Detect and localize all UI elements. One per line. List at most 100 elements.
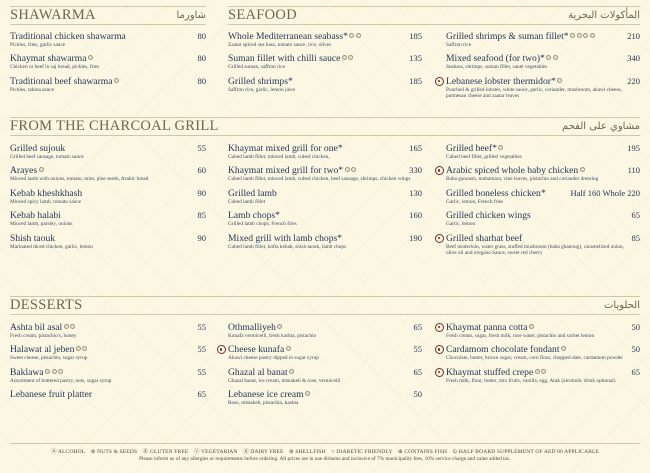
- nuts-seeds-icon: [75, 346, 81, 352]
- half-board-icon: [435, 367, 444, 377]
- menu-item: Halawat al jeben Sweet cheese, pistachio,…: [10, 344, 206, 361]
- item-price: 210: [627, 31, 640, 41]
- menu-item: Traditional chicken shawarma Pickles, fri…: [10, 31, 206, 48]
- grill-column-1: Grilled sujouk Grilled beef sausage, toma…: [10, 143, 206, 255]
- item-price: 65: [631, 210, 641, 221]
- menu-item: Mixed seafood (for two)* Seabass, shrimps…: [446, 53, 640, 70]
- shawarma-column: Traditional chicken shawarma Pickles, fri…: [10, 31, 206, 98]
- item-price: 185: [409, 75, 422, 86]
- item-name: Mixed seafood (for two)*: [446, 53, 545, 65]
- gluten-free-icon: [341, 55, 347, 61]
- item-name: Kebab halabi: [10, 210, 61, 222]
- menu-item: Grilled sharhat beef Beef tenderloin, wat…: [435, 232, 641, 257]
- item-price: 55: [197, 143, 207, 153]
- menu-item: Shish taouk Marinated diced chicken, garl…: [10, 233, 206, 250]
- menu-item: Grilled beef* Cubed beef fillet, grilled …: [446, 143, 640, 160]
- item-description: Chocolate, butter, brown sugar, cream, c…: [446, 355, 624, 362]
- contains-fish-icon: [589, 33, 595, 38]
- item-description: Minced spicy lamb, tomato sauce: [10, 198, 82, 205]
- gluten-free-icon: [576, 33, 582, 38]
- item-description: Pickles, fries, garlic sauce: [10, 42, 66, 48]
- section-title: SHAWARMA: [10, 7, 96, 24]
- item-price: 55: [197, 344, 207, 355]
- gluten-free-icon: [305, 391, 311, 397]
- menu-item: Grilled sujouk Grilled beef sausage, toma…: [10, 143, 206, 160]
- nuts-seeds-icon: [63, 324, 69, 329]
- item-name: Arabic spiced whole baby chicken: [446, 165, 579, 177]
- item-price: 55: [197, 366, 207, 377]
- gluten-free-icon: [70, 324, 76, 329]
- menu-item: Khaymat mixed grill for one* Cubed lamb f…: [228, 143, 422, 160]
- item-price: 220: [627, 75, 640, 86]
- item-description: Baba ganoush, muhamara, vine leaves, pis…: [446, 176, 599, 183]
- item-price: 110: [627, 165, 640, 176]
- item-price: 90: [197, 232, 207, 243]
- item-name: Shish taouk: [10, 232, 56, 244]
- item-price: 55: [197, 322, 207, 332]
- section-title-arabic: مشاوي على الفحم: [562, 121, 640, 132]
- menu-item: Kebab halabi Minced lamb, parsley, onions…: [10, 210, 206, 227]
- item-price: 85: [631, 232, 641, 243]
- nuts-seeds-icon: [498, 145, 504, 150]
- item-description: Cubed lamb fillet, kofta kebab, shish ta…: [228, 243, 347, 250]
- item-name: Mixed grill with lamb chops*: [228, 232, 343, 244]
- item-name: Othmalliyeh: [228, 322, 276, 333]
- gluten-free-icon: [51, 368, 57, 374]
- menu-item: Arayes Minced lamb with onions, tomato, m…: [10, 165, 206, 182]
- menu-item: Khaymat shawarma Chicken or beef in saj b…: [10, 53, 206, 70]
- menu-item: Grilled lamb Cubed lamb fillet 130: [228, 188, 422, 205]
- item-name: Kebab kheshkhash: [10, 187, 83, 199]
- section-header-desserts: DESSERTS الحلويات: [10, 296, 640, 315]
- half-board-icon: [435, 323, 444, 332]
- nuts-seeds-icon: [38, 167, 44, 173]
- item-name: Grilled chicken wings: [446, 210, 531, 222]
- item-description: Ghazal banat, ice cream, mistakeh & rose…: [228, 377, 341, 384]
- item-name: Ashta bil asal: [10, 322, 63, 333]
- nuts-seeds-icon: [529, 324, 535, 329]
- seafood-column-2: Grilled shrimps & suman fillet* Saffron r…: [435, 31, 640, 105]
- legend-half-board: ⊙ HALF BOARD SUPPLEMENT OF AED 80 APPLIC…: [452, 449, 600, 455]
- section-title: FROM THE CHARCOAL GRILL: [10, 118, 219, 135]
- item-price: 85: [197, 210, 207, 221]
- item-name: Traditional chicken shawarma: [10, 31, 126, 42]
- legend-gluten-free: ⓖ GLUTEN FREE: [142, 449, 189, 455]
- section-header-grill: FROM THE CHARCOAL GRILL مشاوي على الفحم: [10, 117, 640, 136]
- section-title-arabic: المأكولات البحرية: [568, 10, 640, 21]
- item-description: Grilled beef sausage, tomato sauce: [10, 154, 84, 160]
- item-name: Grilled shrimps*: [228, 75, 293, 87]
- item-description: Poached & grilled lobster, white sauce, …: [446, 86, 623, 100]
- dairy-free-icon: [583, 33, 589, 38]
- item-name: Grilled lamb: [228, 187, 277, 199]
- item-description: Cubed lamb fillet, minced lamb, cubed ch…: [228, 176, 411, 183]
- section-header-seafood: SEAFOOD المأكولات البحرية: [228, 6, 640, 25]
- legend-nuts-seeds: ⊛ NUTS & SEEDS: [90, 449, 138, 455]
- item-description: Fresh cream, pistachio's, honey: [10, 333, 77, 339]
- desserts-column-2: Othmalliyeh Kunafa vermicelli, fresh kash…: [217, 322, 423, 412]
- item-price: 185: [409, 31, 422, 41]
- menu-item: Lamb chops* Grilled lamb chops, French fr…: [228, 210, 422, 227]
- legend-diabetic-friendly: ○ DIABETIC FRIENDLY: [331, 449, 393, 455]
- gluten-free-icon: [82, 346, 88, 352]
- item-name: Lebanese ice cream: [228, 389, 304, 401]
- item-name: Cardamom chocolate fondant: [446, 344, 560, 356]
- item-name: Grilled boneless chicken*: [446, 187, 546, 199]
- section-title-arabic: الحلويات: [603, 300, 640, 311]
- item-name: Khaymat shawarma: [10, 53, 87, 65]
- menu-item: Cheese kunafa Akawi cheese pastry dipped …: [217, 344, 422, 361]
- item-description: Zaatar spiced sea bass, tomato sauce, ri…: [228, 42, 332, 48]
- item-price: 65: [413, 322, 423, 332]
- nuts-seeds-icon: [277, 324, 283, 329]
- allergen-legend: ⓐ ALCOHOL ⊛ NUTS & SEEDS ⓖ GLUTEN FREE ⓥ…: [0, 447, 650, 455]
- nuts-seeds-icon: [87, 55, 93, 61]
- item-description: Seabass, shrimps, suman fillet, sauté ve…: [446, 64, 548, 71]
- item-price: 90: [197, 187, 207, 198]
- menu-item: Grilled chicken wings Garlic, lemon 65: [446, 210, 640, 227]
- item-price: 160: [409, 210, 422, 221]
- menu-item: Whole Mediterranean seabass* Zaatar spice…: [228, 31, 422, 48]
- item-name: Khaymat panna cotta: [446, 322, 528, 333]
- item-name: Ghazal al banat: [228, 366, 288, 378]
- item-name: Traditional beef shawarma: [10, 75, 113, 87]
- item-price: Half 160 Whole 220: [570, 187, 640, 198]
- item-description: Fresh cream, sugar, fresh milk, rose wat…: [446, 333, 595, 339]
- item-name: Grilled shrimps & suman fillet*: [446, 31, 569, 42]
